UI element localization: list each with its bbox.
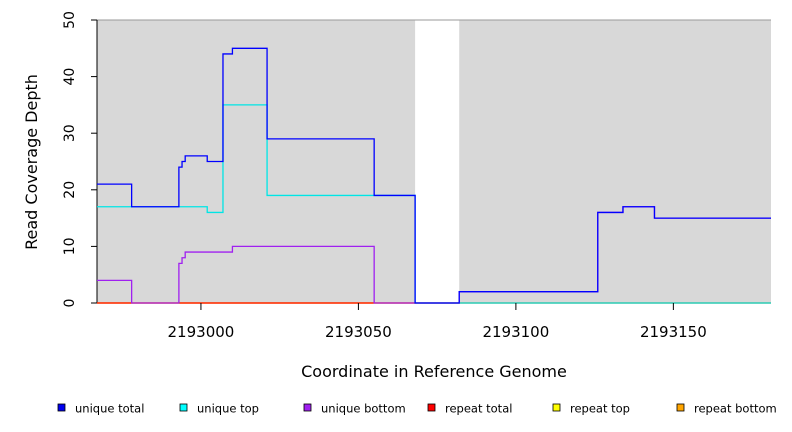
- x-axis-label: Coordinate in Reference Genome: [301, 362, 567, 381]
- series-line-unique-total: [97, 47, 771, 304]
- series-lines: [97, 47, 771, 304]
- y-tick-label: 10: [62, 237, 78, 255]
- legend-label: repeat total: [445, 402, 512, 416]
- legend-item-repeat-top: repeat top: [552, 402, 630, 416]
- y-tick-label: 40: [62, 68, 78, 86]
- x-tick-label: 2193050: [325, 323, 392, 341]
- y-axis-label: Read Coverage Depth: [22, 74, 41, 250]
- legend-swatch: [427, 403, 436, 412]
- y-tick-label: 50: [62, 11, 78, 29]
- legend-item-unique-bottom: unique bottom: [303, 402, 406, 416]
- legend-item-repeat-bottom: repeat bottom: [676, 402, 777, 416]
- legend-swatch: [303, 403, 312, 412]
- legend-item-unique-total: unique total: [57, 402, 144, 416]
- legend-swatch: [552, 403, 561, 412]
- x-tick-label: 2193150: [640, 323, 707, 341]
- gap-regions: [415, 20, 460, 303]
- gap-region: [415, 20, 460, 303]
- legend: unique total unique top unique bottom repea…: [57, 402, 777, 416]
- legend-swatch: [676, 403, 685, 412]
- x-tick-label: 2193100: [482, 323, 549, 341]
- legend-label: repeat bottom: [694, 402, 777, 416]
- legend-label: repeat top: [570, 402, 630, 416]
- legend-label: unique top: [197, 402, 259, 416]
- legend-label: unique total: [75, 402, 144, 416]
- y-tick-label: 20: [62, 181, 78, 199]
- y-tick-label: 30: [62, 124, 78, 142]
- legend-item-unique-top: unique top: [179, 402, 259, 416]
- y-tick-label: 0: [62, 299, 78, 308]
- y-axis: 0 10 20 30 40 50: [62, 11, 97, 307]
- legend-swatch: [179, 403, 188, 412]
- x-axis: 2193000 2193050 2193100 2193150: [168, 303, 707, 341]
- legend-swatch: [57, 403, 66, 412]
- x-tick-label: 2193000: [168, 323, 235, 341]
- legend-item-repeat-total: repeat total: [427, 402, 512, 416]
- legend-label: unique bottom: [321, 402, 406, 416]
